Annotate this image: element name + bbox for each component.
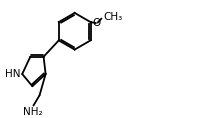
Text: HN: HN xyxy=(5,69,21,79)
Text: NH₂: NH₂ xyxy=(23,107,43,117)
Text: CH₃: CH₃ xyxy=(103,13,122,23)
Text: O: O xyxy=(92,18,100,28)
